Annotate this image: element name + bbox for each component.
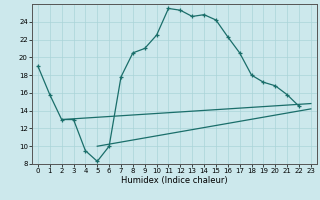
X-axis label: Humidex (Indice chaleur): Humidex (Indice chaleur) (121, 176, 228, 185)
